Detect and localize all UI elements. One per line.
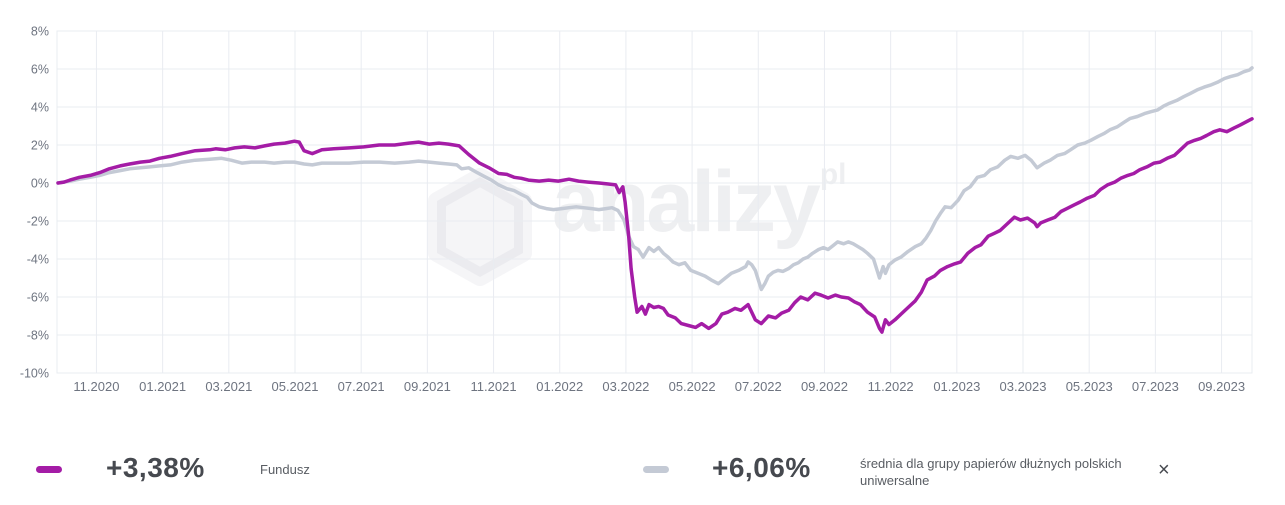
legend: +3,38% Fundusz +6,06% średnia dla grupy … xyxy=(0,430,1285,505)
svg-text:2%: 2% xyxy=(31,139,49,153)
svg-text:-8%: -8% xyxy=(27,329,49,343)
svg-text:09.2021: 09.2021 xyxy=(404,379,451,394)
svg-text:09.2023: 09.2023 xyxy=(1198,379,1245,394)
svg-text:07.2023: 07.2023 xyxy=(1132,379,1179,394)
svg-text:03.2021: 03.2021 xyxy=(205,379,252,394)
svg-text:-4%: -4% xyxy=(27,253,49,267)
svg-text:05.2021: 05.2021 xyxy=(271,379,318,394)
svg-text:07.2021: 07.2021 xyxy=(338,379,385,394)
watermark-text: analizy xyxy=(552,154,821,250)
svg-text:4%: 4% xyxy=(31,101,49,115)
svg-text:6%: 6% xyxy=(31,63,49,77)
svg-text:03.2022: 03.2022 xyxy=(602,379,649,394)
analizy-logo-hexagon xyxy=(428,168,532,286)
svg-text:09.2022: 09.2022 xyxy=(801,379,848,394)
benchmark-series-label: średnia dla grupy papierów dłużnych pols… xyxy=(860,456,1122,488)
svg-text:01.2022: 01.2022 xyxy=(536,379,583,394)
svg-text:-6%: -6% xyxy=(27,291,49,305)
fundusz-series-label: Fundusz xyxy=(260,462,310,477)
benchmark-series-swatch xyxy=(643,466,669,473)
svg-text:05.2023: 05.2023 xyxy=(1066,379,1113,394)
svg-text:05.2022: 05.2022 xyxy=(669,379,716,394)
svg-text:0%: 0% xyxy=(31,177,49,191)
svg-text:11.2022: 11.2022 xyxy=(868,379,914,394)
svg-text:-2%: -2% xyxy=(27,215,49,229)
svg-text:-10%: -10% xyxy=(20,367,49,381)
benchmark-return-value: +6,06% xyxy=(712,452,811,483)
svg-text:03.2023: 03.2023 xyxy=(1000,379,1047,394)
svg-text:11.2020: 11.2020 xyxy=(73,379,119,394)
remove-benchmark-button[interactable]: × xyxy=(1158,459,1170,481)
svg-text:01.2023: 01.2023 xyxy=(933,379,980,394)
fundusz-return-value: +3,38% xyxy=(106,452,205,483)
svg-text:8%: 8% xyxy=(31,25,49,39)
svg-text:01.2021: 01.2021 xyxy=(139,379,186,394)
performance-chart[interactable]: 8% 6% 4% 2% 0% -2% -4% -6% -8% -10% 11.2020 01.2021… xyxy=(0,0,1285,430)
fundusz-series-swatch xyxy=(36,466,62,473)
svg-text:11.2021: 11.2021 xyxy=(471,379,517,394)
analizy-watermark: analizy pl xyxy=(428,158,846,286)
svg-text:07.2022: 07.2022 xyxy=(735,379,782,394)
